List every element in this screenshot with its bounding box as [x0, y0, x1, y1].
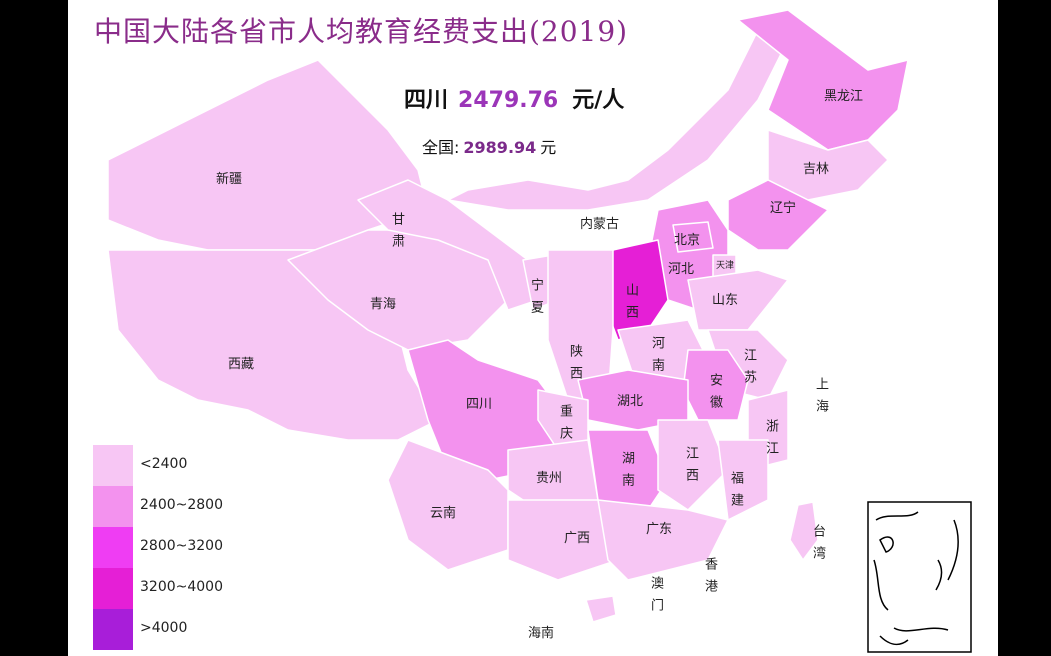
region-beijing[interactable]: [672, 221, 714, 253]
label-hainan: 海南: [528, 626, 555, 641]
map-stage: 中国大陆各省市人均教育经费支出(2019) 四川 2479.76 元/人 全国: 29…: [68, 0, 998, 656]
highlight-unit: 元/人: [572, 88, 625, 113]
label-heilongjiang: 黑龙江: [824, 89, 864, 104]
label-jiangxi: 江西: [683, 446, 698, 490]
label-shandong: 山东: [712, 293, 739, 308]
region-liaoning[interactable]: [727, 179, 829, 251]
region-hunan[interactable]: [587, 429, 669, 511]
label-yunnan: 云南: [430, 506, 457, 521]
label-qinghai: 青海: [370, 297, 397, 312]
highlight-readout: 四川 2479.76 元/人: [404, 82, 624, 114]
national-readout: 全国: 2989.94 元: [422, 134, 556, 158]
map-title: 中国大陆各省市人均教育经费支出(2019): [94, 15, 629, 48]
region-hainan[interactable]: [585, 595, 617, 623]
national-label: 全国:: [422, 138, 460, 157]
legend-label-4: >4000: [140, 620, 188, 636]
legend-label-1: 2400~2800: [140, 497, 223, 513]
legend-swatch-1: [93, 486, 133, 527]
label-guangdong: 广东: [646, 522, 673, 537]
label-taiwan: 台湾: [810, 524, 825, 568]
legend-label-0: <2400: [140, 456, 188, 472]
legend-swatch-3: [93, 568, 133, 609]
legend-label-2: 2800~3200: [140, 538, 223, 554]
region-jiangxi[interactable]: [657, 419, 729, 511]
label-hunan: 湖南: [619, 451, 634, 495]
label-fujian: 福建: [728, 471, 743, 515]
label-liaoning: 辽宁: [770, 201, 797, 216]
label-shanxi: 山西: [623, 283, 638, 327]
region-guangxi[interactable]: [507, 499, 619, 581]
label-henan: 河南: [649, 336, 664, 380]
label-anhui: 安徽: [707, 373, 722, 417]
label-gansu: 甘肃: [389, 212, 404, 256]
label-tianjin: 天津: [716, 261, 735, 271]
label-xianggang: 香港: [702, 557, 717, 601]
region-fujian[interactable]: [717, 439, 769, 521]
label-shaanxi: 陕西: [567, 344, 582, 388]
label-zhejiang: 浙江: [763, 419, 778, 463]
highlight-value: 2479.76: [458, 88, 559, 113]
highlight-province: 四川: [404, 88, 449, 113]
label-chongqing: 重庆: [557, 404, 572, 448]
region-guangdong[interactable]: [597, 499, 729, 581]
legend-swatch-2: [93, 527, 133, 568]
region-heilongjiang[interactable]: [737, 9, 909, 151]
label-guizhou: 贵州: [536, 471, 563, 486]
label-aomen: 澳门: [648, 576, 663, 620]
label-xinjiang: 新疆: [216, 172, 243, 187]
legend-swatch-0: [93, 445, 133, 486]
label-sichuan: 四川: [466, 397, 493, 412]
legend-label-3: 3200~4000: [140, 579, 223, 595]
south-china-sea-inset: [867, 501, 972, 653]
region-yunnan[interactable]: [387, 439, 509, 571]
label-jiangsu: 江苏: [741, 348, 756, 392]
label-neimenggu: 内蒙古: [580, 217, 620, 232]
national-value: 2989.94: [463, 138, 537, 157]
label-beijing: 北京: [674, 233, 701, 248]
national-unit: 元: [540, 138, 557, 157]
label-xizang: 西藏: [228, 357, 255, 372]
label-jilin: 吉林: [803, 162, 830, 177]
region-taiwan[interactable]: [789, 501, 819, 561]
label-guangxi: 广西: [564, 531, 591, 546]
china-map: [107, 9, 972, 653]
region-shandong[interactable]: [687, 269, 789, 331]
label-shanghai: 上海: [813, 377, 828, 421]
label-ningxia: 宁夏: [528, 278, 543, 322]
region-neimenggu[interactable]: [447, 29, 789, 211]
legend-swatch-4: [93, 609, 133, 650]
label-hubei: 湖北: [617, 394, 644, 409]
label-hebei: 河北: [668, 262, 695, 277]
